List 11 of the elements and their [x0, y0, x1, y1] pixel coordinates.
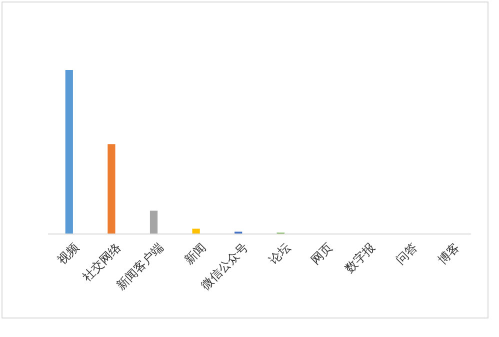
bar: [65, 70, 73, 234]
x-tick-label: 新闻: [182, 240, 208, 268]
x-tick-label: 视频: [54, 240, 82, 268]
x-tick-label: 博客: [435, 240, 462, 268]
x-tick-label: 论坛: [266, 240, 293, 268]
x-tick-label: 问答: [393, 240, 420, 268]
bar: [150, 210, 158, 234]
bar: [192, 228, 200, 234]
bar: [108, 144, 116, 234]
x-tick-label: 网页: [308, 240, 336, 268]
x-tick-label: 数字报: [342, 240, 378, 276]
